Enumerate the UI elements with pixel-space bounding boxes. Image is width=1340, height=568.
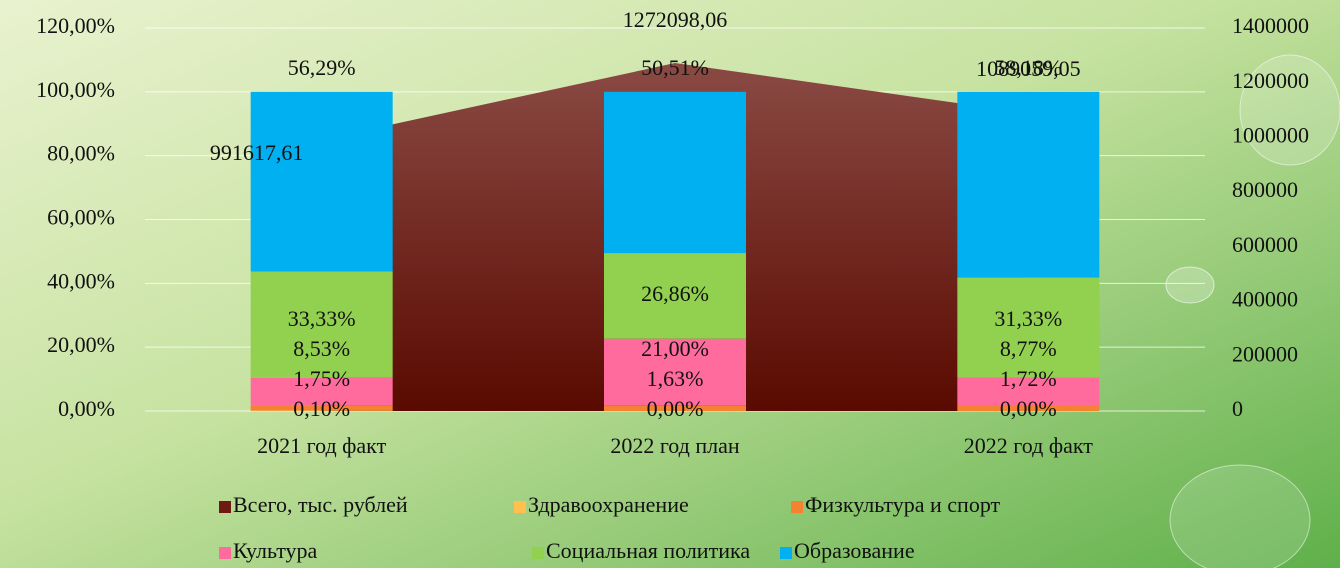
data-label: 0,00% [1000,396,1057,421]
legend-label: Здравоохранение [528,492,689,517]
y2-tick-label: 1000000 [1232,122,1309,147]
y2-tick-label: 800000 [1232,177,1298,202]
y2-tick-label: 1200000 [1232,68,1309,93]
legend-swatch [780,547,792,559]
y-tick-label: 120,00% [36,13,115,38]
y2-tick-label: 200000 [1232,341,1298,366]
y-tick-label: 80,00% [47,141,115,166]
y-tick-label: 100,00% [36,77,115,102]
legend-label: Образование [794,538,915,563]
data-label: 21,00% [641,336,709,361]
y-tick-label: 0,00% [58,396,115,421]
decor-bubble [1170,465,1310,568]
y2-tick-label: 0 [1232,396,1243,421]
legend-label: Физкультура и спорт [805,492,1001,517]
x-tick-label: 2022 год факт [964,433,1093,458]
bar-segment [604,92,746,253]
data-label: 1,72% [1000,366,1057,391]
chart: 0,00% 20,00% 40,00% 60,00% 80,00% 100,00% 120,… [0,0,1340,568]
legend-swatch [219,501,231,513]
y-tick-label: 60,00% [47,205,115,230]
y2-tick-label: 400000 [1232,287,1298,312]
data-label: 50,51% [641,55,709,80]
legend-swatch [532,547,544,559]
bar-segment [957,92,1099,278]
legend-label: Всего, тыс. рублей [233,492,408,517]
x-tick-label: 2021 год факт [257,433,386,458]
data-label: 8,77% [1000,336,1057,361]
data-label: 0,10% [293,396,350,421]
data-label: 56,29% [288,55,356,80]
data-label: 1089059,05 [976,56,1081,81]
y2-tick-label: 600000 [1232,232,1298,257]
data-label: 991617,61 [210,140,304,165]
data-label: 1,75% [293,366,350,391]
data-label: 26,86% [641,281,709,306]
legend-swatch [791,501,803,513]
decor-bubble [1166,267,1214,303]
data-label: 0,00% [647,396,704,421]
data-label: 1,63% [647,366,704,391]
page: 0,00% 20,00% 40,00% 60,00% 80,00% 100,00% 120,… [0,0,1340,568]
data-label: 33,33% [288,306,356,331]
legend-label: Культура [233,538,318,563]
x-tick-label: 2022 год план [610,433,740,458]
legend-swatch [514,501,526,513]
data-label: 8,53% [293,336,350,361]
data-label: 31,33% [994,306,1062,331]
y2-tick-label: 1400000 [1232,13,1309,38]
legend-swatch [219,547,231,559]
y-tick-label: 20,00% [47,332,115,357]
bar-segment [251,92,393,272]
data-label: 1272098,06 [623,7,728,32]
y-tick-label: 40,00% [47,268,115,293]
legend-label: Социальная политика [546,538,750,563]
